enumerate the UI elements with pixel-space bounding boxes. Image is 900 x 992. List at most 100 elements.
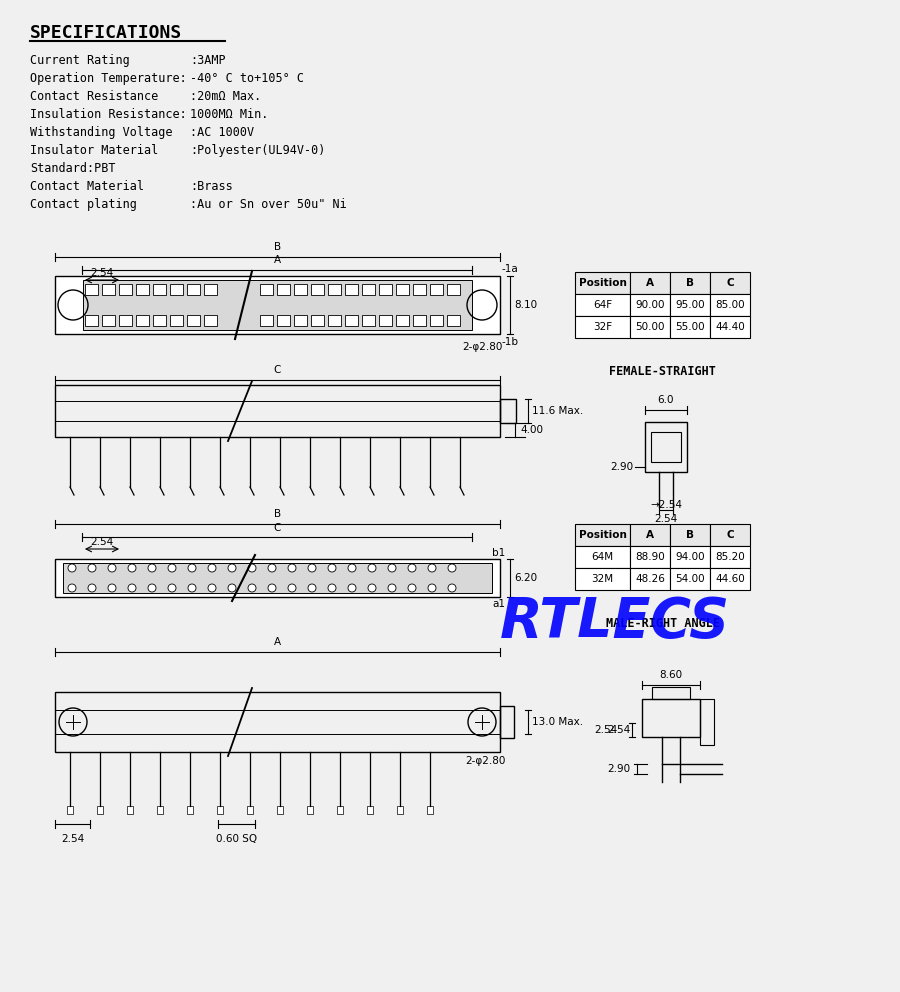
Bar (710, 294, 750, 316)
Bar (311, 284, 324, 295)
Circle shape (188, 564, 196, 572)
Bar (102, 284, 115, 295)
Bar (337, 806, 343, 814)
Bar (670, 316, 710, 338)
Text: :Polyester(UL94V-0): :Polyester(UL94V-0) (190, 144, 326, 157)
Text: 2.90: 2.90 (610, 462, 633, 472)
Circle shape (268, 564, 276, 572)
Bar (362, 284, 375, 295)
Text: 95.00: 95.00 (675, 300, 705, 310)
Circle shape (448, 584, 456, 592)
Text: Contact Resistance: Contact Resistance (30, 90, 158, 103)
Bar (97, 806, 103, 814)
Bar (204, 284, 217, 295)
Circle shape (228, 584, 236, 592)
Bar (500, 399, 516, 423)
Text: C: C (726, 530, 734, 540)
Bar (575, 316, 630, 338)
Bar (277, 315, 290, 326)
Bar (575, 524, 630, 546)
Bar (379, 284, 392, 295)
Text: B: B (274, 509, 281, 519)
Text: C: C (274, 365, 281, 375)
Bar (367, 806, 373, 814)
Text: 50.00: 50.00 (635, 322, 665, 332)
Bar (187, 806, 193, 814)
Bar (630, 568, 670, 590)
Text: 55.00: 55.00 (675, 322, 705, 332)
Text: 44.60: 44.60 (716, 574, 745, 584)
Bar (55, 276, 500, 334)
Bar (127, 806, 133, 814)
Text: 2.54: 2.54 (90, 537, 113, 547)
Bar (55, 692, 500, 752)
Text: 90.00: 90.00 (635, 300, 665, 310)
Bar (575, 546, 630, 568)
Text: 2.54: 2.54 (61, 834, 84, 844)
Text: 64F: 64F (593, 300, 612, 310)
Text: Insulation Resistance:: Insulation Resistance: (30, 108, 187, 121)
Text: 2-φ2.80: 2-φ2.80 (465, 756, 506, 766)
Circle shape (248, 584, 256, 592)
Bar (500, 706, 514, 738)
Circle shape (388, 584, 396, 592)
Bar (260, 284, 273, 295)
Text: :20mΩ Max.: :20mΩ Max. (190, 90, 261, 103)
Bar (102, 315, 115, 326)
Circle shape (128, 584, 136, 592)
Text: 2-φ2.80: 2-φ2.80 (462, 342, 502, 352)
Bar (651, 432, 681, 462)
Circle shape (328, 564, 336, 572)
Circle shape (208, 564, 216, 572)
Bar (630, 546, 670, 568)
Circle shape (368, 564, 376, 572)
Bar (311, 315, 324, 326)
Bar (670, 524, 710, 546)
Bar (642, 699, 700, 737)
Bar (362, 315, 375, 326)
Text: B: B (686, 530, 694, 540)
Bar (575, 568, 630, 590)
Bar (710, 568, 750, 590)
Circle shape (208, 584, 216, 592)
Bar (413, 315, 426, 326)
Circle shape (348, 584, 356, 592)
Circle shape (108, 564, 116, 572)
Bar (328, 315, 341, 326)
Text: Insulator Material: Insulator Material (30, 144, 158, 157)
Text: 2.54: 2.54 (90, 268, 113, 278)
Bar (447, 284, 460, 295)
Circle shape (168, 564, 176, 572)
Text: 32F: 32F (593, 322, 612, 332)
Text: 8.10: 8.10 (514, 300, 537, 310)
Bar (630, 294, 670, 316)
Bar (710, 316, 750, 338)
Text: 2.54: 2.54 (607, 725, 630, 735)
Text: 64M: 64M (591, 552, 614, 562)
Text: a1: a1 (492, 599, 505, 609)
Circle shape (188, 584, 196, 592)
Bar (260, 315, 273, 326)
Circle shape (288, 564, 296, 572)
Text: 2.90: 2.90 (607, 764, 630, 774)
Circle shape (428, 564, 436, 572)
Text: 1000MΩ Min.: 1000MΩ Min. (190, 108, 268, 121)
Bar (575, 272, 630, 294)
Bar (153, 284, 166, 295)
Bar (307, 806, 313, 814)
Circle shape (268, 584, 276, 592)
Bar (700, 699, 714, 745)
Text: 13.0 Max.: 13.0 Max. (532, 717, 583, 727)
Text: 4.00: 4.00 (520, 425, 543, 435)
Bar (710, 546, 750, 568)
Text: :3AMP: :3AMP (190, 54, 226, 67)
Text: C: C (726, 278, 734, 288)
Text: 8.60: 8.60 (660, 670, 682, 680)
Circle shape (328, 584, 336, 592)
Bar (670, 568, 710, 590)
Text: 0.60 SQ: 0.60 SQ (216, 834, 257, 844)
Bar (119, 315, 132, 326)
Circle shape (228, 564, 236, 572)
Text: Contact Material: Contact Material (30, 180, 144, 193)
Text: 6.20: 6.20 (514, 573, 537, 583)
